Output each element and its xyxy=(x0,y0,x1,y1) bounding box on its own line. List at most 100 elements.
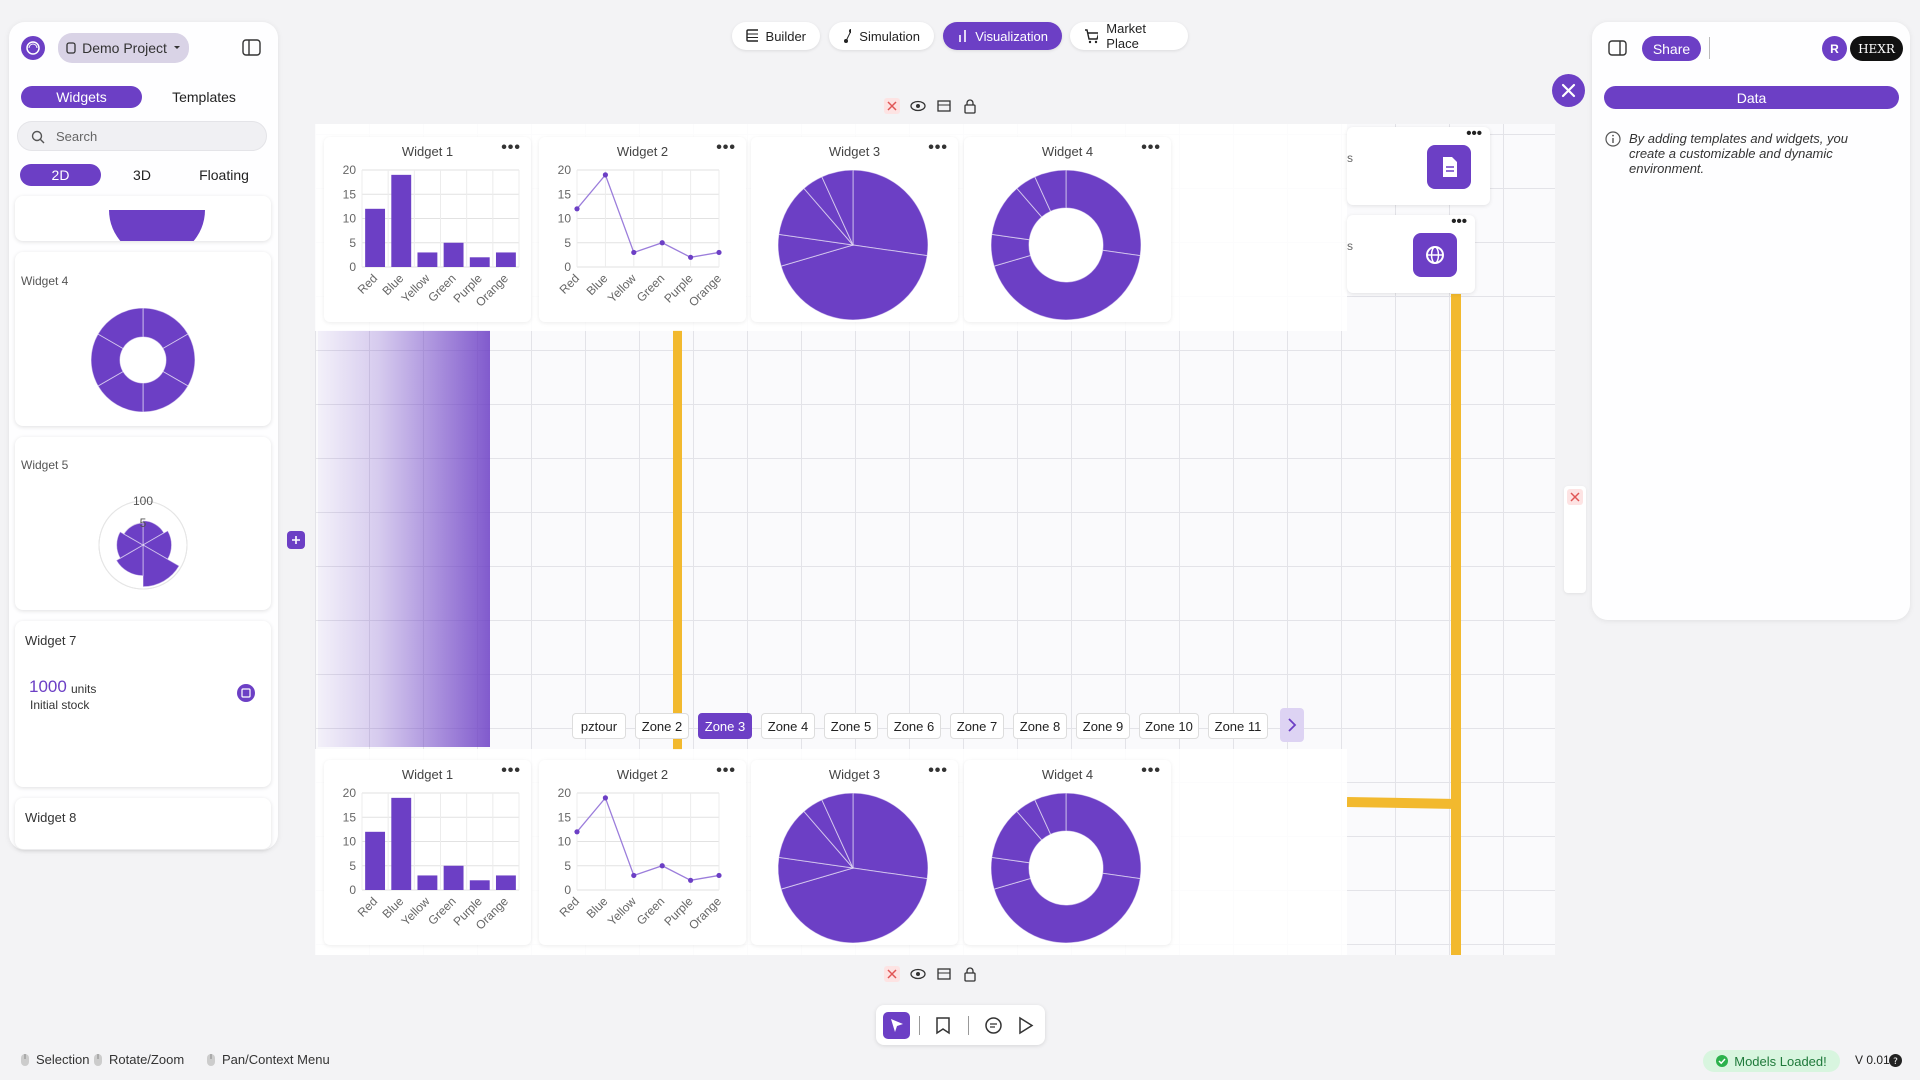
widget-card[interactable]: Widget 4 xyxy=(15,252,271,426)
floating-card[interactable]: s ••• xyxy=(1347,125,1490,205)
menu-dots[interactable]: ••• xyxy=(716,139,736,156)
nav-tab[interactable]: Builder xyxy=(732,22,820,50)
nav-tab[interactable]: Visualization xyxy=(943,22,1062,50)
mode-tab[interactable]: 3D xyxy=(133,167,151,183)
zone-tab[interactable]: Zone 2 xyxy=(635,713,689,739)
pie-slice xyxy=(1065,792,1142,880)
zone-tab[interactable]: Zone 5 xyxy=(824,713,878,739)
widget[interactable]: Widget 3 ••• xyxy=(751,137,958,322)
widget[interactable]: Widget 3 ••• xyxy=(751,760,958,945)
menu-dots[interactable]: ••• xyxy=(1466,125,1482,142)
film-icon[interactable] xyxy=(936,966,952,982)
menu-dots[interactable]: ••• xyxy=(1451,213,1467,230)
zone-tab[interactable]: Zone 7 xyxy=(950,713,1004,739)
menu-dots[interactable]: ••• xyxy=(716,762,736,779)
widget-title: Widget 1 xyxy=(401,144,454,159)
nav-icon xyxy=(1085,29,1099,44)
line xyxy=(576,173,720,258)
close-button[interactable] xyxy=(1567,489,1583,505)
zone-tab[interactable]: Zone 8 xyxy=(1013,713,1067,739)
data-tab[interactable]: Data xyxy=(1604,86,1899,109)
menu-dots[interactable]: ••• xyxy=(928,139,948,156)
widget-title: Widget 4 xyxy=(1041,144,1094,159)
film-icon[interactable] xyxy=(936,98,952,114)
y-tick-label: 15 xyxy=(343,187,357,201)
menu-dots[interactable]: ••• xyxy=(501,762,521,779)
lock-icon[interactable] xyxy=(962,98,978,114)
widget-card[interactable]: Widget 8 xyxy=(15,798,271,849)
y-tick-label: 20 xyxy=(558,786,572,800)
info-text: By adding templates and widgets, you cre… xyxy=(1629,131,1848,176)
y-tick-label: 5 xyxy=(349,236,356,250)
nav-tab[interactable]: Simulation xyxy=(829,22,934,50)
logo[interactable] xyxy=(21,36,45,60)
menu-dots[interactable]: ••• xyxy=(501,139,521,156)
pie-slice xyxy=(852,169,929,257)
zone-tab[interactable]: Zone 4 xyxy=(761,713,815,739)
pie-slice xyxy=(821,169,854,246)
close-button[interactable] xyxy=(884,98,900,114)
floating-card[interactable]: s ••• xyxy=(1347,213,1475,293)
widget-card[interactable]: Widget 7 1000 units Initial stock xyxy=(15,621,271,787)
widget[interactable]: 0 5 10 15 20 Red Blue Yellow Green Purple Orange Wi… xyxy=(324,137,531,322)
zone-tab[interactable]: pztour xyxy=(572,713,626,739)
tab[interactable]: Templates xyxy=(172,89,236,105)
widget[interactable]: 0 5 10 15 20 Red Blue Yellow Green Purple Orange Wi… xyxy=(324,760,531,945)
eye-icon[interactable] xyxy=(910,98,926,114)
widget-title: Widget 1 xyxy=(401,767,454,782)
card-label: s xyxy=(1347,239,1353,253)
mode-tab[interactable]: Floating xyxy=(199,167,249,183)
menu-dots[interactable]: ••• xyxy=(1141,762,1161,779)
hint: Selection xyxy=(20,1052,89,1067)
bookmark-tool[interactable] xyxy=(934,1016,952,1035)
tools-button[interactable] xyxy=(1552,74,1585,107)
pie-preview xyxy=(109,210,205,241)
info-icon xyxy=(1605,131,1621,147)
point xyxy=(602,795,608,801)
y-tick-label: 15 xyxy=(558,187,572,201)
zone-tab[interactable]: Zone 6 xyxy=(887,713,941,739)
tab[interactable]: Widgets xyxy=(21,86,142,108)
widget-title: Widget 4 xyxy=(1041,767,1094,782)
mouse-icon xyxy=(207,1053,215,1066)
kpi-value: 1000 xyxy=(29,677,67,696)
play-tool[interactable] xyxy=(1017,1016,1034,1035)
lock-icon[interactable] xyxy=(962,966,978,982)
status-text: Models Loaded! xyxy=(1734,1053,1827,1069)
widget[interactable]: Widget 4 ••• xyxy=(964,137,1171,322)
brand-badge[interactable]: HEXR xyxy=(1850,36,1903,61)
search-box[interactable]: Search xyxy=(17,121,267,151)
divider xyxy=(968,1016,969,1035)
zone-tab[interactable]: Zone 3 xyxy=(698,713,752,739)
select-tool[interactable] xyxy=(883,1012,910,1039)
zone-tab[interactable]: Zone 11 xyxy=(1208,713,1268,739)
next-zone-button[interactable] xyxy=(1280,708,1304,742)
help-icon[interactable]: ? xyxy=(1889,1054,1902,1067)
menu-dots[interactable]: ••• xyxy=(928,762,948,779)
widget[interactable]: Widget 4 ••• xyxy=(964,760,1171,945)
zone-tab[interactable]: Zone 9 xyxy=(1076,713,1130,739)
avatar[interactable]: R xyxy=(1822,36,1847,61)
eye-icon[interactable] xyxy=(910,966,926,982)
nav-tab[interactable]: Market Place xyxy=(1070,21,1188,51)
widget-card[interactable]: Widget 5 100 5 xyxy=(15,437,271,610)
project-selector[interactable]: Demo Project xyxy=(58,33,189,63)
y-tick-label: 10 xyxy=(558,835,572,849)
mode-tab[interactable]: 2D xyxy=(20,164,101,186)
close-button[interactable] xyxy=(884,966,900,982)
doughnut-chart xyxy=(990,792,1142,944)
sidebar-toggle[interactable] xyxy=(242,39,261,56)
widget-card[interactable] xyxy=(15,196,271,241)
y-tick-label: 20 xyxy=(343,786,357,800)
widget[interactable]: 0 5 10 15 20 Red Blue Yellow Green Purple Orange Wi… xyxy=(539,760,746,945)
comment-tool[interactable] xyxy=(984,1016,1003,1035)
add-button[interactable] xyxy=(287,531,305,549)
y-tick-label: 20 xyxy=(343,163,357,177)
widget[interactable]: 0 5 10 15 20 Red Blue Yellow Green Purple Orange Wi… xyxy=(539,137,746,322)
share-button[interactable]: Share xyxy=(1642,36,1701,61)
menu-dots[interactable]: ••• xyxy=(1141,139,1161,156)
panel-toggle[interactable] xyxy=(1608,40,1627,56)
zone-tab[interactable]: Zone 10 xyxy=(1139,713,1199,739)
